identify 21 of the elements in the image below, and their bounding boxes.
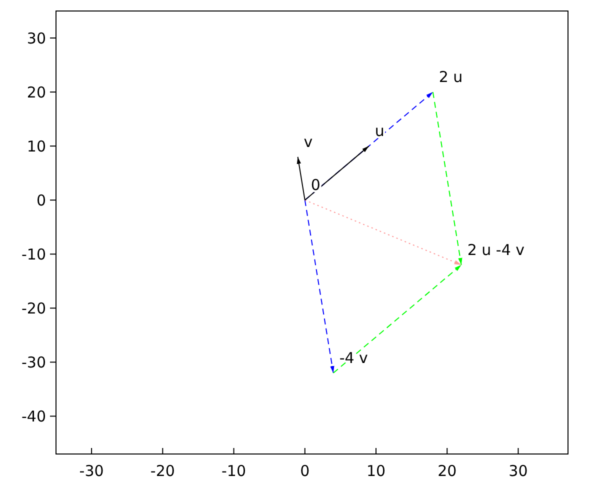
x-tick-label: 30 [508, 462, 528, 480]
y-tick-label: 0 [36, 191, 46, 210]
y-tick-label: -30 [22, 353, 46, 372]
y-tick-label: -20 [22, 299, 46, 318]
x-tick-label: 20 [438, 462, 457, 480]
annotation: -4 v [339, 348, 368, 367]
y-tick-label: 20 [26, 83, 46, 102]
x-tick-label: -20 [150, 462, 175, 480]
y-tick-label: 10 [26, 137, 46, 156]
y-tick-label: 30 [26, 29, 46, 48]
annotation: 0 [310, 176, 320, 194]
x-tick-label: -10 [222, 462, 246, 480]
y-tick-label: -40 [22, 407, 46, 426]
x-tick-label: 10 [366, 462, 386, 480]
x-tick-label: -30 [79, 462, 104, 480]
annotation: 2 u -4 v [467, 240, 525, 259]
x-tick-label: 0 [300, 462, 310, 480]
annotation: v [304, 132, 313, 151]
y-tick-label: -10 [22, 245, 46, 264]
annotation: 2 u [438, 68, 463, 86]
annotation: u [374, 122, 384, 140]
